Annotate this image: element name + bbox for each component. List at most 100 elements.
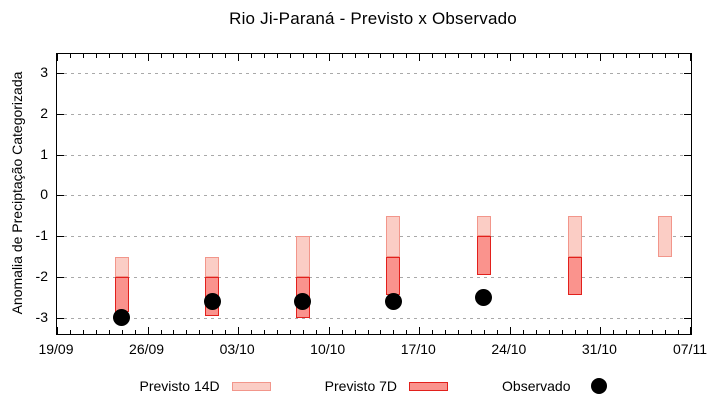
x-minor-tick-mark bbox=[367, 54, 369, 58]
x-minor-tick-mark bbox=[380, 330, 382, 334]
x-minor-tick-mark bbox=[251, 54, 253, 58]
observed-dot bbox=[113, 309, 131, 327]
gridline bbox=[57, 73, 691, 75]
x-major-tick-mark bbox=[690, 54, 691, 61]
x-major-tick-mark bbox=[419, 327, 421, 334]
legend-label-observado: Observado bbox=[502, 378, 571, 394]
x-minor-tick-mark bbox=[341, 54, 343, 58]
x-minor-tick-mark bbox=[587, 330, 589, 334]
x-minor-tick-mark bbox=[289, 54, 291, 58]
x-major-tick-mark bbox=[419, 54, 421, 61]
x-major-tick-mark bbox=[509, 327, 511, 334]
y-tick-label: 2 bbox=[40, 104, 48, 121]
x-minor-tick-mark bbox=[264, 54, 266, 58]
y-tick-mark bbox=[684, 195, 691, 197]
x-minor-tick-mark bbox=[458, 54, 460, 58]
x-minor-tick-mark bbox=[652, 54, 654, 58]
y-tick-mark bbox=[57, 195, 64, 197]
x-tick-label: 19/09 bbox=[38, 341, 74, 357]
y-tick-mark bbox=[684, 276, 691, 278]
x-minor-tick-mark bbox=[574, 330, 576, 334]
x-minor-tick-mark bbox=[406, 54, 408, 58]
x-minor-tick-mark bbox=[264, 330, 266, 334]
x-minor-tick-mark bbox=[626, 330, 628, 334]
legend: Previsto 14D Previsto 7D Observado bbox=[56, 375, 690, 397]
x-minor-tick-mark bbox=[613, 330, 615, 334]
plot-area bbox=[56, 53, 692, 335]
x-minor-tick-mark bbox=[302, 330, 304, 334]
y-tick-mark bbox=[57, 154, 64, 156]
forecast-bar-previsto-7d bbox=[567, 256, 582, 296]
x-minor-tick-mark bbox=[276, 54, 278, 58]
x-major-tick-mark bbox=[328, 54, 330, 61]
x-minor-tick-mark bbox=[522, 330, 524, 334]
x-minor-tick-mark bbox=[354, 54, 356, 58]
x-minor-tick-mark bbox=[445, 330, 447, 334]
x-tick-label: 17/10 bbox=[400, 341, 436, 357]
gridline bbox=[57, 236, 691, 238]
x-minor-tick-mark bbox=[302, 54, 304, 58]
x-minor-tick-mark bbox=[212, 54, 214, 58]
x-minor-tick-mark bbox=[160, 330, 162, 334]
y-tick-label: 3 bbox=[40, 64, 48, 81]
x-tick-label: 03/10 bbox=[219, 341, 255, 357]
y-tick-mark bbox=[57, 317, 64, 319]
forecast-bar-previsto-7d bbox=[114, 276, 129, 312]
x-minor-tick-mark bbox=[134, 54, 136, 58]
x-minor-tick-mark bbox=[212, 330, 214, 334]
x-minor-tick-mark bbox=[315, 330, 317, 334]
x-minor-tick-mark bbox=[108, 54, 110, 58]
legend-item-previsto-7d: Previsto 7D bbox=[324, 378, 449, 394]
x-minor-tick-mark bbox=[496, 54, 498, 58]
forecast-bar-previsto-14d bbox=[567, 215, 582, 257]
x-minor-tick-mark bbox=[535, 54, 537, 58]
observed-dot bbox=[203, 292, 221, 310]
x-minor-tick-mark bbox=[535, 330, 537, 334]
x-minor-tick-mark bbox=[471, 330, 473, 334]
y-tick-mark bbox=[57, 276, 64, 278]
observed-dot bbox=[475, 288, 493, 306]
x-minor-tick-mark bbox=[199, 54, 201, 58]
x-minor-tick-mark bbox=[225, 330, 227, 334]
x-minor-tick-mark bbox=[652, 330, 654, 334]
x-minor-tick-mark bbox=[69, 330, 71, 334]
x-major-tick-mark bbox=[147, 54, 149, 61]
x-minor-tick-mark bbox=[561, 54, 563, 58]
y-tick-label: -3 bbox=[35, 308, 48, 325]
x-minor-tick-mark bbox=[613, 54, 615, 58]
x-minor-tick-mark bbox=[367, 330, 369, 334]
x-tick-label: 24/10 bbox=[491, 341, 527, 357]
x-minor-tick-mark bbox=[121, 54, 123, 58]
x-minor-tick-mark bbox=[289, 330, 291, 334]
y-tick-mark bbox=[57, 113, 64, 115]
forecast-bar-previsto-14d bbox=[114, 256, 129, 277]
x-minor-tick-mark bbox=[173, 54, 175, 58]
y-tick-label: -2 bbox=[35, 267, 48, 284]
y-tick-label: 0 bbox=[40, 186, 48, 203]
x-minor-tick-mark bbox=[276, 330, 278, 334]
x-tick-label: 26/09 bbox=[129, 341, 165, 357]
y-tick-mark bbox=[57, 236, 64, 238]
x-minor-tick-mark bbox=[82, 330, 84, 334]
x-minor-tick-mark bbox=[354, 330, 356, 334]
x-minor-tick-mark bbox=[665, 330, 667, 334]
x-major-tick-mark bbox=[690, 327, 691, 334]
x-minor-tick-mark bbox=[496, 330, 498, 334]
legend-label-previsto-14d: Previsto 14D bbox=[139, 378, 220, 394]
legend-label-previsto-7d: Previsto 7D bbox=[324, 378, 398, 394]
y-tick-mark bbox=[57, 73, 64, 75]
x-minor-tick-mark bbox=[251, 330, 253, 334]
forecast-bar-previsto-7d bbox=[476, 236, 491, 275]
gridline bbox=[57, 276, 691, 278]
x-minor-tick-mark bbox=[432, 330, 434, 334]
observed-dot bbox=[384, 292, 402, 310]
y-tick-mark bbox=[684, 73, 691, 75]
forecast-bar-previsto-14d bbox=[205, 256, 220, 277]
previsto-7d-swatch-icon bbox=[409, 381, 449, 391]
y-tick-mark bbox=[684, 317, 691, 319]
observed-dot bbox=[294, 292, 312, 310]
x-minor-tick-mark bbox=[95, 54, 97, 58]
y-tick-label: 1 bbox=[40, 145, 48, 162]
previsto-14d-swatch-icon bbox=[231, 381, 271, 391]
x-minor-tick-mark bbox=[315, 54, 317, 58]
